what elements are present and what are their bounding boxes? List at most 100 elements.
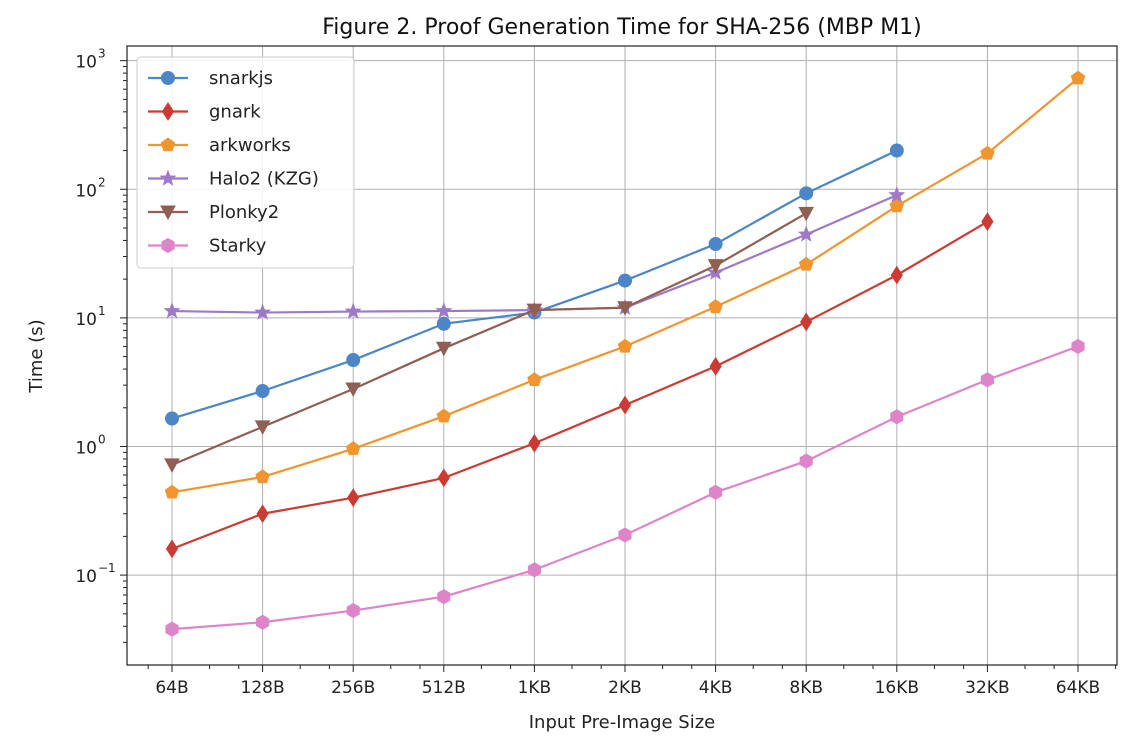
legend-item-snarkjs: snarkjs <box>148 68 273 89</box>
y-tick-label: 10 <box>75 567 97 587</box>
legend-label: gnark <box>209 102 261 123</box>
x-axis-label: Input Pre-Image Size <box>529 712 716 733</box>
legend-item-arkworks: arkworks <box>148 135 291 156</box>
data-point-gnark <box>347 488 360 508</box>
data-point-halo2-kzg <box>435 302 453 319</box>
y-tick-exponent: 1 <box>98 304 106 318</box>
y-tick-label: 10 <box>75 310 97 330</box>
chart-title: Figure 2. Proof Generation Time for SHA-… <box>322 15 922 40</box>
x-tick-label: 64B <box>155 678 188 698</box>
legend-swatch-marker <box>160 137 176 152</box>
data-point-halo2-kzg <box>254 303 272 320</box>
series-line-gnark <box>171 220 988 550</box>
x-tick-label: 8KB <box>789 678 823 698</box>
data-point-plonky2 <box>164 458 180 473</box>
legend-swatch-marker <box>160 205 176 221</box>
data-point-gnark <box>528 433 541 453</box>
legend-swatch-marker <box>159 169 177 186</box>
x-tick-label: 4KB <box>699 678 733 698</box>
series-layer <box>163 70 1086 637</box>
data-point-gnark <box>981 212 994 232</box>
data-point-gnark <box>165 539 179 559</box>
legend: snarkjs gnark arkworks Halo2 (KZG) Plonky2 St… <box>136 56 355 269</box>
data-point-plonky2 <box>526 303 543 319</box>
y-tick-exponent: 3 <box>98 47 106 61</box>
data-point-gnark <box>800 312 813 332</box>
y-tick-base: 10 <box>75 438 97 458</box>
data-point-starky <box>1071 338 1085 354</box>
data-point-starky <box>618 527 632 543</box>
data-point-starky <box>980 372 994 388</box>
legend-swatch-marker <box>161 102 175 121</box>
legend-label: snarkjs <box>209 68 273 89</box>
data-point-starky <box>346 602 360 619</box>
data-point-starky <box>799 453 813 469</box>
data-point-halo2-kzg <box>888 186 906 203</box>
data-point-snarkjs <box>346 353 361 368</box>
data-point-arkworks <box>345 441 361 455</box>
legend-item-gnark: gnark <box>148 102 261 123</box>
legend-swatch-marker <box>161 237 175 254</box>
data-point-plonky2 <box>798 206 815 222</box>
legend-label: Halo2 (KZG) <box>209 169 319 190</box>
data-point-gnark <box>890 265 903 285</box>
data-point-arkworks <box>527 372 542 386</box>
data-point-arkworks <box>889 198 905 213</box>
data-point-plonky2 <box>254 420 271 435</box>
legend-item-plonky2: Plonky2 <box>148 202 279 223</box>
series-line-plonky2 <box>171 212 807 466</box>
y-tick-label: 10 <box>75 181 97 201</box>
y-tick-label: 10 <box>75 53 97 73</box>
y-tick-exponent: −1 <box>98 561 116 575</box>
data-point-gnark <box>256 504 269 524</box>
data-point-plonky2 <box>345 382 362 398</box>
data-point-snarkjs <box>165 411 179 426</box>
series-starky <box>165 338 1085 637</box>
legend-label: Starky <box>209 236 267 257</box>
x-tick-label: 32KB <box>965 678 1009 698</box>
data-point-gnark <box>437 468 450 488</box>
data-point-arkworks <box>436 408 452 423</box>
y-axis-label: Time (s) <box>26 319 47 393</box>
data-point-snarkjs <box>436 316 451 331</box>
series-arkworks <box>164 70 1086 499</box>
data-point-gnark <box>709 356 722 376</box>
data-point-plonky2 <box>435 341 452 357</box>
data-point-arkworks <box>798 256 814 271</box>
plot-frame <box>126 45 1118 666</box>
x-axis: 64B 128B 256B 512B 1KB 2KB 4KB 8KB 16KB 32KB 64KB <box>147 665 1117 698</box>
data-point-snarkjs <box>255 384 270 399</box>
y-tick-base: 10 <box>75 567 97 587</box>
data-point-arkworks <box>980 145 995 160</box>
data-point-plonky2 <box>707 259 724 274</box>
data-point-snarkjs <box>889 143 904 158</box>
y-tick-exponent: 2 <box>98 175 106 189</box>
data-point-starky <box>437 589 451 605</box>
legend-label: Plonky2 <box>209 202 279 223</box>
data-point-halo2-kzg <box>163 302 181 319</box>
data-point-arkworks <box>164 484 180 499</box>
x-tick-label: 128B <box>241 678 285 698</box>
data-point-arkworks <box>617 338 633 353</box>
x-tick-label: 256B <box>331 678 375 698</box>
data-point-halo2-kzg <box>797 225 815 242</box>
data-point-snarkjs <box>618 273 632 288</box>
series-gnark <box>165 212 994 559</box>
data-point-arkworks <box>1070 70 1086 85</box>
y-tick-base: 10 <box>75 181 97 201</box>
legend-item-starky: Starky <box>148 236 267 257</box>
legend-box <box>136 56 355 269</box>
legend-item-halo2-kzg: Halo2 (KZG) <box>148 169 319 190</box>
data-point-plonky2 <box>617 301 633 316</box>
x-tick-label: 1KB <box>518 678 552 698</box>
legend-swatch-marker <box>161 71 175 85</box>
data-point-arkworks <box>708 299 723 313</box>
data-point-starky <box>165 621 179 637</box>
legend-label: arkworks <box>209 135 291 156</box>
data-point-gnark <box>618 395 632 415</box>
data-point-starky <box>890 409 904 425</box>
series-plonky2 <box>164 206 815 473</box>
x-tick-label: 16KB <box>875 678 919 698</box>
